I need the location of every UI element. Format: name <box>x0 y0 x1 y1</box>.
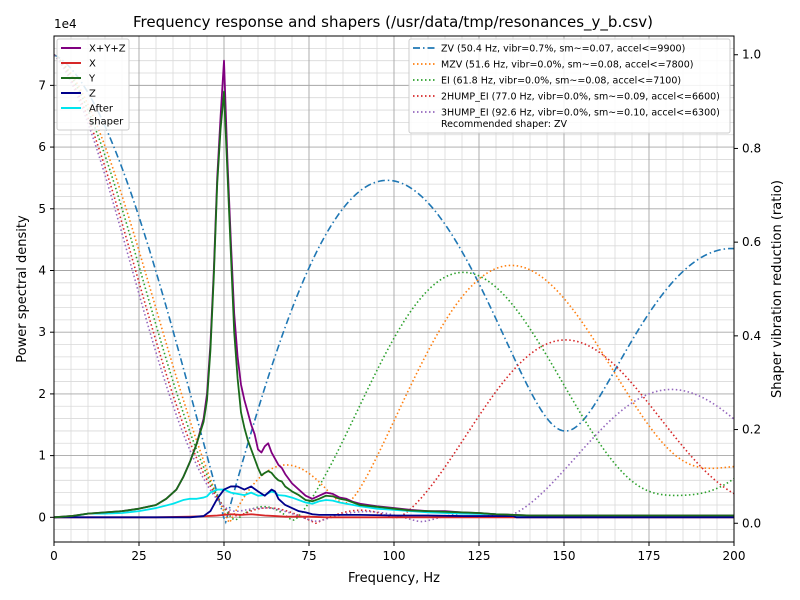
legend-shaper-label-2hump-ei: 2HUMP_EI (77.0 Hz, vibr=0.0%, sm~=0.09, … <box>441 92 720 103</box>
x-tick-label: 200 <box>723 549 746 563</box>
x-tick-label: 0 <box>50 549 58 563</box>
legend-entry-after-shaper-label: After shaper <box>89 104 124 128</box>
y-tick-label: 3 <box>38 325 46 339</box>
x-tick-label: 75 <box>301 549 316 563</box>
y-tick-label: 5 <box>38 202 46 216</box>
y2-axis-label: Shaper vibration reduction (ratio) <box>770 180 785 398</box>
x-tick-label: 175 <box>638 549 661 563</box>
psd-line-y <box>53 90 734 519</box>
psd-line-z <box>54 485 734 519</box>
legend-entry-z-label: Z <box>89 89 96 100</box>
x-tick-label: 50 <box>216 549 231 563</box>
shaper-line-mzv <box>53 54 735 525</box>
legend-shapers-box <box>408 38 731 134</box>
y2-tick-label: 1.0 <box>742 48 761 62</box>
x-axis-label: Frequency, Hz <box>348 571 440 586</box>
chart-title: Frequency response and shapers (/usr/dat… <box>133 13 653 32</box>
y-tick-label: 7 <box>38 78 46 92</box>
legend-entry-xyz-label: X+Y+Z <box>89 44 126 55</box>
shaper-line-ei <box>53 54 735 521</box>
legend-shaper-label-mzv: MZV (51.6 Hz, vibr=0.0%, sm~=0.08, accel… <box>441 60 693 71</box>
legend-psd: X+Y+Z XYZ After shaper <box>56 38 130 131</box>
axis-ticks: 0 25 50 75 100 125 150 175 200 0 1 2 3 4 5 6 7 0.0 0.2 0.4 0… <box>38 48 761 563</box>
legend-label-line: shaper <box>89 117 124 128</box>
legend-shaper-label-ei: EI (61.8 Hz, vibr=0.0%, sm~=0.08, accel<… <box>441 76 681 87</box>
psd-line-after-shaper <box>53 488 734 519</box>
x-tick-label: 100 <box>383 549 406 563</box>
y2-tick-label: 0.2 <box>742 423 761 437</box>
recommended-shaper-text: Recommended shaper: ZV <box>441 119 567 130</box>
y-tick-label: 1 <box>38 449 46 463</box>
x-tick-label: 25 <box>131 549 146 563</box>
shaper-line-2hump-ei <box>53 54 735 525</box>
y-tick-label: 4 <box>38 263 46 277</box>
psd-lines <box>53 59 734 519</box>
y-tick-label: 2 <box>38 387 46 401</box>
legend-entry-x-label: X <box>89 59 96 70</box>
legend-shapers: ZV (50.4 Hz, vibr=0.7%, sm~=0.07, accel<… <box>408 38 731 134</box>
y2-tick-label: 0.6 <box>742 235 761 249</box>
legend-label-line: X <box>89 59 96 70</box>
shaper-line-zv <box>53 54 735 525</box>
legend-label-line: Y <box>88 74 96 85</box>
x-tick-label: 150 <box>553 549 576 563</box>
legend-label-line: X+Y+Z <box>89 44 126 55</box>
legend-label-line: After <box>89 104 114 115</box>
y2-tick-label: 0.8 <box>742 141 761 155</box>
legend-entry-y-label: Y <box>88 74 96 85</box>
legend-label-line: Z <box>89 89 96 100</box>
x-tick-label: 125 <box>468 549 491 563</box>
y-offset-label: 1e4 <box>54 17 77 31</box>
legend-shaper-label-zv: ZV (50.4 Hz, vibr=0.7%, sm~=0.07, accel<… <box>441 44 685 55</box>
y-tick-label: 0 <box>38 510 46 524</box>
y-axis-label: Power spectral density <box>15 215 30 363</box>
y2-tick-label: 0.4 <box>742 329 761 343</box>
y-tick-label: 6 <box>38 140 46 154</box>
legend-shaper-label-3hump-ei: 3HUMP_EI (92.6 Hz, vibr=0.0%, sm~=0.10, … <box>441 108 720 119</box>
y2-tick-label: 0.0 <box>742 516 761 530</box>
psd-line-x <box>54 513 734 519</box>
